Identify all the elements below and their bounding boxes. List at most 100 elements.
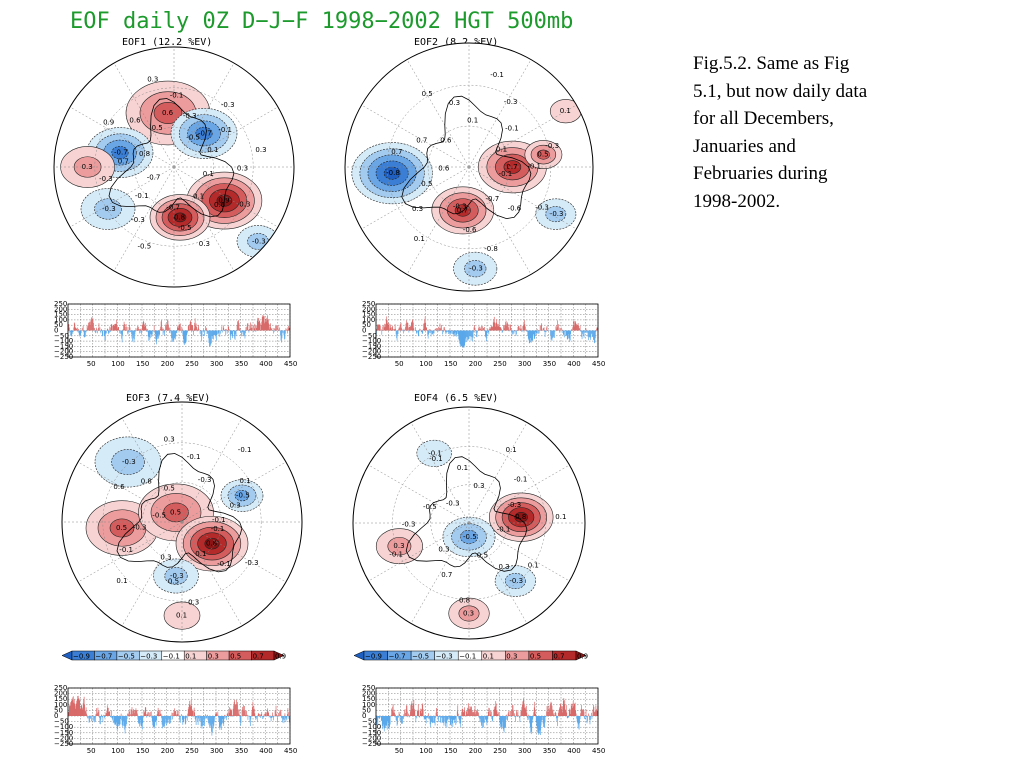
ts-bar: [216, 330, 217, 341]
ts-bar: [223, 330, 225, 332]
ts-bar: [483, 327, 484, 331]
ts-ytick-label: 50: [362, 321, 371, 329]
ts-bar: [149, 330, 151, 340]
ts-bar: [88, 322, 90, 331]
ts-bar: [522, 330, 523, 332]
ts-bar: [494, 709, 496, 716]
ts-bar: [532, 330, 534, 341]
ts-bar: [394, 712, 395, 716]
ts-bar: [75, 329, 77, 331]
ts-bar: [246, 326, 248, 331]
ts-bar: [106, 328, 108, 331]
ts-bar: [234, 330, 236, 340]
ts-bar: [135, 710, 136, 716]
ts-bar: [94, 330, 96, 332]
ts-bar: [594, 330, 596, 343]
ts-bar: [447, 716, 448, 720]
ts-bar: [174, 330, 175, 339]
ts-bar: [382, 716, 384, 725]
ts-bar: [453, 716, 455, 723]
anomaly-contour: [204, 537, 220, 550]
contour-label: -0.3: [183, 112, 197, 120]
ts-bar: [136, 329, 137, 331]
ts-bar: [254, 325, 256, 331]
ts-bar: [390, 324, 391, 331]
ts-bar: [100, 716, 101, 725]
anomaly-contour: [234, 489, 250, 502]
ts-bar: [212, 716, 213, 733]
ts-bar: [125, 716, 126, 727]
ts-bar: [504, 325, 506, 331]
anomaly-contour: [464, 260, 487, 278]
ts-bar: [209, 716, 210, 727]
meridian-line: [468, 104, 577, 168]
ts-bar: [108, 711, 110, 716]
ts-bar: [568, 709, 570, 716]
ts-bar: [81, 709, 83, 716]
contour-label: 0.5: [168, 577, 179, 585]
ts-bar: [456, 330, 458, 332]
center-label: -0.7: [114, 149, 128, 157]
ts-bar: [470, 707, 472, 716]
ts-bar: [430, 330, 431, 333]
contour-label: -0.5: [186, 134, 200, 142]
ts-xtick-label: 250: [185, 747, 198, 755]
ts-bar: [420, 713, 422, 716]
ts-bar: [68, 324, 70, 331]
ts-bar: [596, 710, 598, 716]
caption-line: 1998-2002.: [693, 190, 781, 212]
ts-bar: [536, 716, 538, 726]
ts-bar: [250, 322, 251, 331]
ts-ytick-label: 150: [362, 695, 375, 703]
ts-bar: [254, 323, 256, 331]
ts-bar: [249, 716, 251, 723]
ts-bar: [183, 330, 185, 344]
ts-bar: [569, 330, 571, 341]
ts-bar: [71, 700, 73, 716]
ts-bar: [173, 330, 175, 340]
meridian-line: [121, 521, 183, 627]
ts-bar: [392, 704, 394, 716]
ts-bar: [171, 712, 173, 716]
ts-bar: [114, 716, 116, 725]
ts-bar: [87, 716, 88, 719]
ts-bar: [89, 716, 91, 718]
ts-bar: [219, 716, 221, 730]
ts-bar: [456, 711, 458, 716]
ts-bar: [455, 716, 457, 726]
ts-bar: [454, 330, 456, 337]
center-label: -0.8: [386, 169, 400, 177]
ts-bar: [544, 330, 545, 333]
ts-bar: [497, 714, 499, 716]
ts-bar: [195, 716, 197, 725]
ts-bar: [491, 716, 493, 722]
contour-label: -0.3: [453, 203, 467, 211]
ts-bar: [433, 716, 435, 723]
ts-bar: [468, 706, 470, 716]
ts-bar: [167, 320, 169, 331]
center-label: -0.3: [102, 205, 116, 213]
ts-bar: [104, 330, 106, 341]
center-label: -0.3: [170, 572, 184, 580]
meridian-line: [368, 522, 470, 582]
ts-bar: [227, 710, 229, 716]
contour-label: 0.1: [555, 513, 566, 521]
ts-bar: [123, 716, 125, 726]
ts-bar: [273, 716, 274, 721]
ts-bar: [89, 716, 90, 722]
ts-bar: [126, 716, 127, 725]
ts-bar: [118, 716, 120, 727]
ts-bar: [219, 330, 221, 337]
ts-bar: [111, 323, 113, 331]
ts-bar: [583, 708, 584, 716]
ts-bar: [168, 716, 169, 719]
ts-bar: [427, 330, 428, 335]
ts-bar: [523, 700, 525, 716]
ts-bar: [101, 714, 102, 716]
ts-bar: [379, 325, 381, 331]
ts-bar: [160, 326, 161, 331]
ts-bar: [566, 712, 568, 716]
ts-bar: [276, 714, 277, 716]
ts-bar: [83, 699, 84, 716]
ts-bar: [108, 330, 110, 333]
